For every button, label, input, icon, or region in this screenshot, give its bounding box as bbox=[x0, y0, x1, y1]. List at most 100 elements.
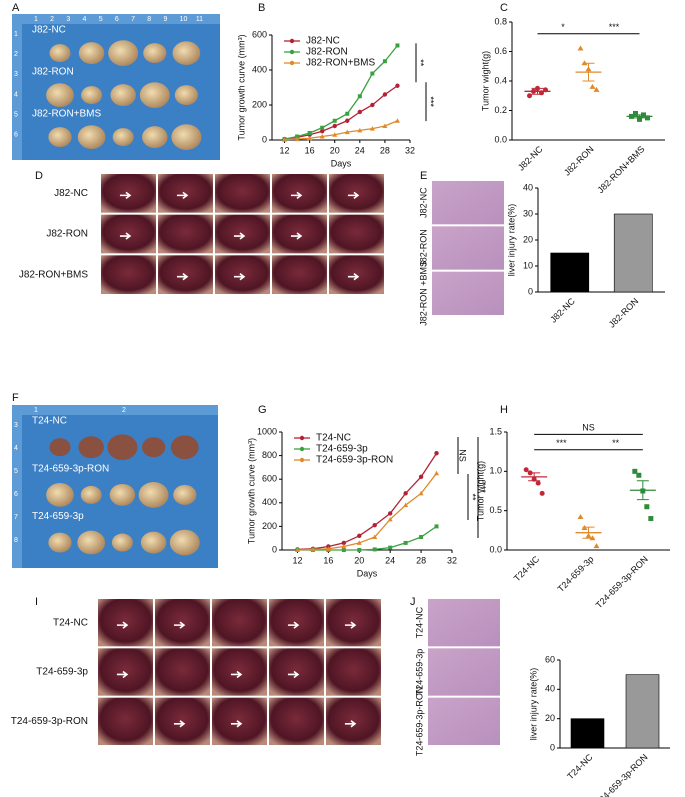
liver-photo bbox=[212, 648, 267, 696]
point bbox=[294, 547, 300, 552]
panel-label: D bbox=[35, 170, 43, 182]
x-tick-label: 20 bbox=[330, 145, 340, 155]
point bbox=[372, 547, 377, 552]
liver-photo bbox=[215, 174, 270, 213]
legend-marker bbox=[289, 60, 295, 66]
y-tick-label: 30 bbox=[523, 208, 533, 218]
liver-photo bbox=[212, 697, 267, 745]
point bbox=[341, 548, 346, 552]
ruler-number: 5 bbox=[14, 468, 18, 475]
arrow bbox=[173, 621, 186, 629]
ruler-number: 7 bbox=[14, 514, 18, 521]
y-tick-label: 800 bbox=[262, 450, 277, 460]
y-axis-label: liver injury rate(%) bbox=[528, 668, 538, 741]
point bbox=[418, 490, 424, 496]
ruler-number: 4 bbox=[14, 91, 18, 98]
ruler-number: 5 bbox=[99, 16, 103, 23]
point bbox=[332, 118, 337, 123]
arrow bbox=[287, 621, 300, 629]
panel-label: B bbox=[258, 2, 265, 14]
y-tick-label: 0 bbox=[528, 286, 533, 296]
tumor bbox=[141, 437, 166, 458]
tumor bbox=[49, 438, 71, 457]
point bbox=[395, 83, 400, 88]
point bbox=[403, 540, 408, 545]
legend-label: T24-659-3p-RON bbox=[316, 455, 393, 466]
point bbox=[356, 540, 362, 545]
panel-label: I bbox=[35, 596, 38, 608]
y-tick-label: 200 bbox=[252, 99, 267, 109]
x-tick-label: 24 bbox=[355, 145, 365, 155]
point bbox=[310, 546, 316, 552]
legend-marker bbox=[289, 49, 295, 55]
ruler-number: 6 bbox=[14, 491, 18, 498]
ruler-number: 2 bbox=[122, 407, 126, 414]
arrow bbox=[176, 191, 189, 200]
point bbox=[535, 480, 541, 486]
liver-photo bbox=[269, 697, 324, 745]
liver-photo bbox=[155, 697, 210, 745]
significance-label: *** bbox=[426, 96, 436, 107]
row-label: J82-RON+BMS bbox=[19, 269, 89, 280]
x-tick-label: J82-RON bbox=[607, 296, 641, 330]
point bbox=[341, 543, 347, 549]
ruler-number: 8 bbox=[14, 537, 18, 544]
significance-label: *** bbox=[556, 438, 567, 448]
point bbox=[325, 546, 331, 551]
point bbox=[387, 511, 393, 516]
liver-photo bbox=[98, 697, 153, 745]
legend-marker bbox=[299, 435, 305, 441]
x-tick-label: 16 bbox=[305, 145, 315, 155]
bar bbox=[570, 718, 605, 749]
tumor bbox=[48, 532, 72, 553]
tumor bbox=[77, 125, 106, 149]
tumor bbox=[78, 436, 104, 459]
x-tick-label: 12 bbox=[280, 145, 290, 155]
point bbox=[434, 524, 439, 529]
tumor bbox=[140, 531, 167, 554]
tumor bbox=[109, 483, 136, 506]
ruler-number: 5 bbox=[14, 112, 18, 119]
ruler-number: 6 bbox=[14, 132, 18, 139]
liver-photo bbox=[269, 599, 324, 647]
liver-photo bbox=[326, 697, 381, 745]
y-tick-label: 200 bbox=[262, 521, 277, 531]
liver-photo bbox=[155, 599, 210, 647]
arrow bbox=[230, 670, 243, 679]
arrow bbox=[119, 191, 132, 200]
y-axis-label: Tumor wight(g) bbox=[480, 51, 490, 111]
point bbox=[345, 118, 350, 123]
point bbox=[434, 470, 440, 476]
histology-image bbox=[428, 697, 500, 745]
y-tick-label: 1.0 bbox=[489, 466, 502, 476]
row-label: T24-NC bbox=[32, 416, 67, 427]
point bbox=[341, 540, 347, 546]
significance-label: *** bbox=[609, 22, 620, 32]
point bbox=[382, 59, 387, 64]
point bbox=[593, 86, 600, 92]
arrow bbox=[116, 670, 129, 679]
row-label: J82-RON bbox=[46, 229, 88, 240]
y-tick-label: 0.0 bbox=[494, 134, 507, 144]
point bbox=[632, 468, 638, 474]
x-tick-label: 16 bbox=[323, 555, 333, 565]
y-tick-label: 400 bbox=[262, 497, 277, 507]
tumor bbox=[108, 40, 139, 66]
ruler-number: 1 bbox=[34, 16, 38, 23]
tumor bbox=[142, 126, 168, 149]
series-line bbox=[297, 452, 438, 551]
point bbox=[370, 102, 375, 108]
point bbox=[319, 134, 325, 139]
tumor bbox=[171, 124, 202, 150]
point bbox=[357, 127, 363, 133]
point bbox=[418, 474, 424, 480]
significance-label: * bbox=[561, 22, 565, 32]
series-line bbox=[284, 120, 398, 141]
y-tick-label: 600 bbox=[262, 474, 277, 484]
error-bar bbox=[531, 87, 544, 95]
row-label: T24-659-3p-RON bbox=[11, 716, 88, 727]
y-tick-label: 0 bbox=[550, 742, 555, 752]
ruler-number: 3 bbox=[66, 16, 70, 23]
histology-image bbox=[432, 271, 504, 315]
row-label: J82-NC bbox=[418, 187, 428, 218]
